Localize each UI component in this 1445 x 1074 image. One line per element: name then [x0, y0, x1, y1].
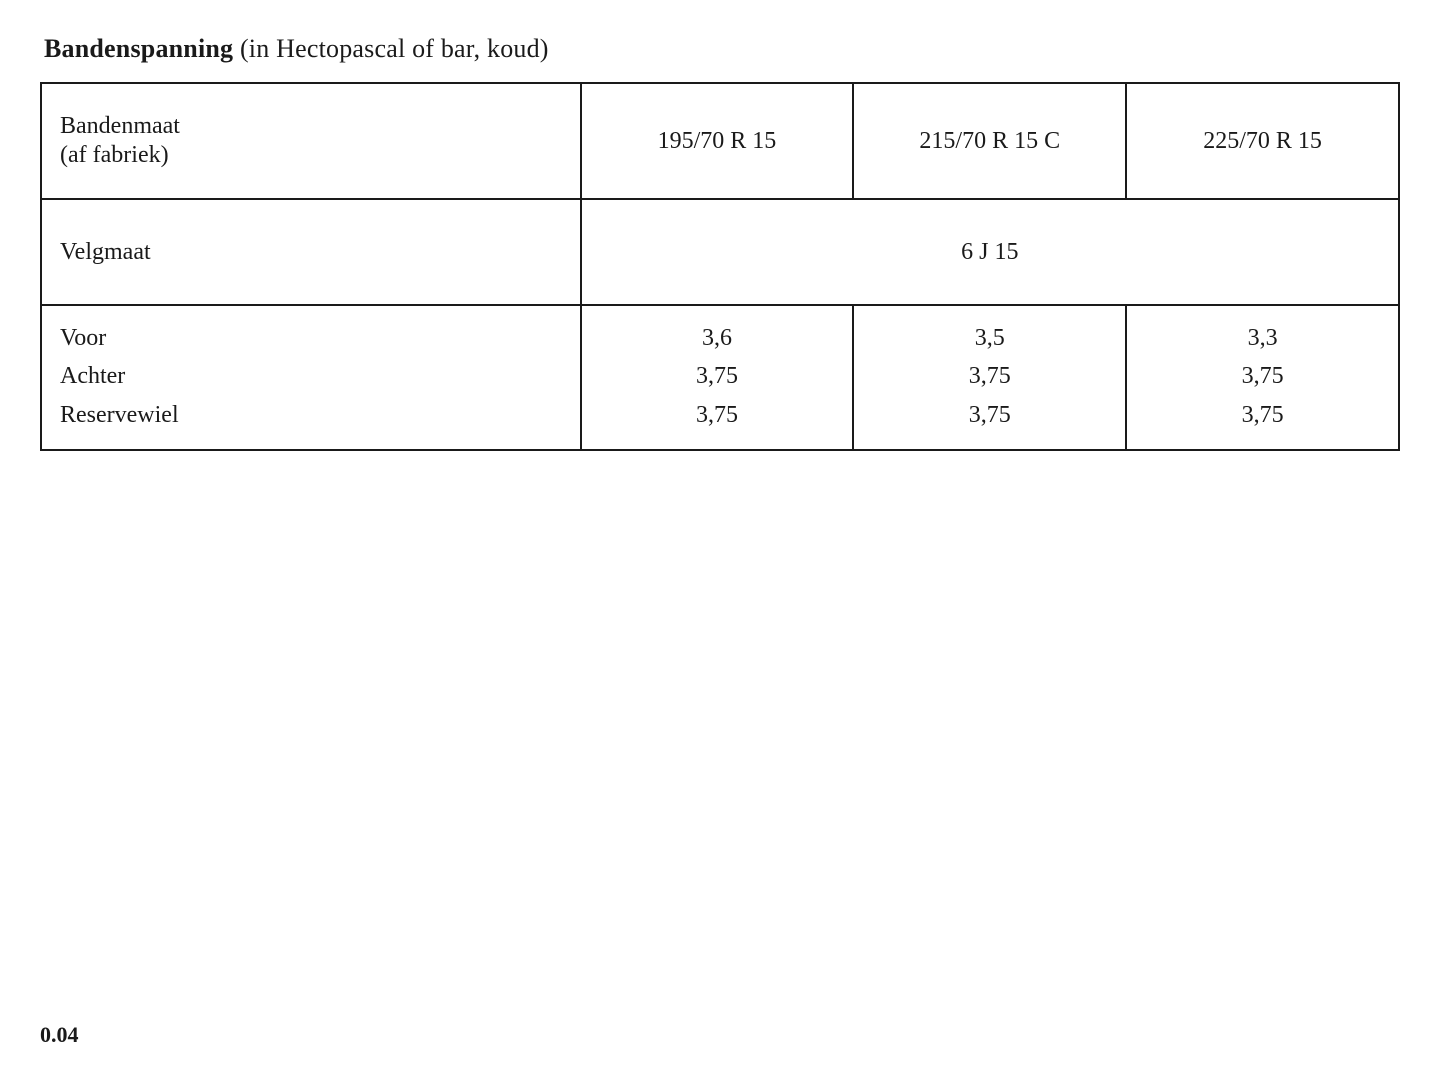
pressure-value: 3,75 — [1127, 360, 1398, 392]
pressure-value: 3,75 — [854, 360, 1125, 392]
page-title: Bandenspanning (in Hectopascal of bar, k… — [44, 34, 1405, 64]
pressure-value: 3,75 — [854, 399, 1125, 431]
pressure-label-rear: Achter — [60, 360, 564, 392]
tire-size-2: 215/70 R 15 C — [853, 83, 1126, 199]
pressure-col-3: 3,3 3,75 3,75 — [1126, 305, 1399, 450]
pressure-label-spare: Reservewiel — [60, 399, 564, 431]
rim-label: Velgmaat — [41, 199, 581, 305]
tire-pressure-table: Bandenmaat (af fabriek) 195/70 R 15 215/… — [40, 82, 1400, 451]
rim-size-row: Velgmaat 6 J 15 — [41, 199, 1399, 305]
pressure-value: 3,75 — [582, 399, 853, 431]
title-bold: Bandenspanning — [44, 34, 233, 63]
pressure-value: 3,75 — [1127, 399, 1398, 431]
pressure-col-2: 3,5 3,75 3,75 — [853, 305, 1126, 450]
header-label-cell: Bandenmaat (af fabriek) — [41, 83, 581, 199]
pressure-value: 3,5 — [854, 322, 1125, 354]
pressure-label-front: Voor — [60, 322, 564, 354]
header-label-line1: Bandenmaat — [60, 112, 564, 141]
page: Bandenspanning (in Hectopascal of bar, k… — [0, 0, 1445, 1074]
tire-size-3: 225/70 R 15 — [1126, 83, 1399, 199]
table-header-row: Bandenmaat (af fabriek) 195/70 R 15 215/… — [41, 83, 1399, 199]
pressure-col-1: 3,6 3,75 3,75 — [581, 305, 854, 450]
pressures-row: Voor Achter Reservewiel 3,6 3,75 3,75 3,… — [41, 305, 1399, 450]
title-rest: (in Hectopascal of bar, koud) — [233, 34, 548, 63]
header-label-line2: (af fabriek) — [60, 141, 564, 170]
pressure-value: 3,6 — [582, 322, 853, 354]
pressure-value: 3,75 — [582, 360, 853, 392]
page-number: 0.04 — [40, 1022, 79, 1048]
pressure-value: 3,3 — [1127, 322, 1398, 354]
pressure-row-labels: Voor Achter Reservewiel — [41, 305, 581, 450]
tire-size-1: 195/70 R 15 — [581, 83, 854, 199]
rim-value: 6 J 15 — [581, 199, 1399, 305]
